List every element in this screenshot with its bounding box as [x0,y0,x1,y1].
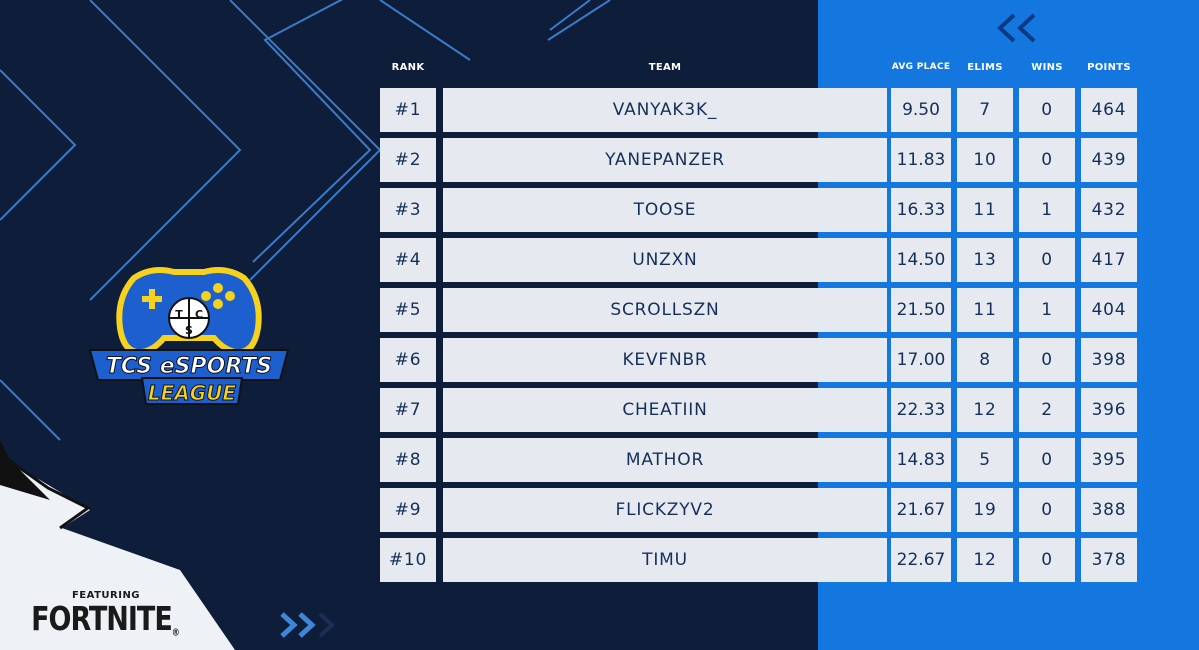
avg-place-cell: 21.50 [891,288,951,332]
rank-cell: #1 [380,88,436,132]
avg-place-cell: 21.67 [891,488,951,532]
logo-line2: LEAGUE [148,381,237,405]
bottom-left-corner-shape [0,440,235,650]
avg-place-cell: 22.67 [891,538,951,582]
wins-cell: 1 [1019,288,1075,332]
header-rank: RANK [391,62,425,73]
rank-cell: #7 [380,388,436,432]
header-elims: ELIMS [967,62,1003,73]
fortnite-logo: FORTNITE® [30,600,180,639]
points-cell: 464 [1081,88,1137,132]
avg-place-cell: 17.00 [891,338,951,382]
elims-cell: 19 [957,488,1013,532]
points-cell: 417 [1081,238,1137,282]
logo-line1: TCS eSPORTS [106,354,272,379]
points-cell: 378 [1081,538,1137,582]
table-row: #8 MATHOR 14.83 5 0 395 [380,438,1140,482]
wins-cell: 2 [1019,388,1075,432]
table-row: #5 SCROLLSZN 21.50 11 1 404 [380,288,1140,332]
points-cell: 439 [1081,138,1137,182]
team-cell: UNZXN [443,238,887,282]
table-row: #4 UNZXN 14.50 13 0 417 [380,238,1140,282]
elims-cell: 8 [957,338,1013,382]
featuring-label: FEATURING [71,590,141,601]
wins-cell: 0 [1019,338,1075,382]
wins-cell: 1 [1019,188,1075,232]
avg-place-cell: 22.33 [891,388,951,432]
wins-cell: 0 [1019,238,1075,282]
avg-place-cell: 16.33 [891,188,951,232]
elims-cell: 12 [957,538,1013,582]
elims-cell: 13 [957,238,1013,282]
rank-cell: #8 [380,438,436,482]
wins-cell: 0 [1019,488,1075,532]
logo-letter-c: C [195,308,203,321]
points-cell: 404 [1081,288,1137,332]
table-row: #7 CHEATIIN 22.33 12 2 396 [380,388,1140,432]
rank-cell: #6 [380,338,436,382]
table-row: #9 FLICKZYV2 21.67 19 0 388 [380,488,1140,532]
wins-cell: 0 [1019,438,1075,482]
logo-letter-s: S [185,324,193,337]
elims-cell: 7 [957,88,1013,132]
tcs-esports-league-logo: T C S TCS eSPORTS LEAGUE [88,267,290,406]
header-points: POINTS [1087,62,1131,73]
points-cell: 432 [1081,188,1137,232]
header-team: TEAM [648,62,682,73]
points-cell: 396 [1081,388,1137,432]
elims-cell: 10 [957,138,1013,182]
wins-cell: 0 [1019,88,1075,132]
avg-place-cell: 9.50 [891,88,951,132]
team-cell: CHEATIIN [443,388,887,432]
table-row: #6 KEVFNBR 17.00 8 0 398 [380,338,1140,382]
elims-cell: 11 [957,288,1013,332]
double-chevron-left-icon [997,13,1036,43]
elims-cell: 11 [957,188,1013,232]
team-cell: TIMU [443,538,887,582]
header-avg-place: AVG PLACE [891,62,951,72]
rank-cell: #2 [380,138,436,182]
table-row: #3 TOOSE 16.33 11 1 432 [380,188,1140,232]
double-chevron-right-icon [280,612,335,638]
team-cell: FLICKZYV2 [443,488,887,532]
rank-cell: #3 [380,188,436,232]
points-cell: 388 [1081,488,1137,532]
rank-cell: #9 [380,488,436,532]
table-row: #2 YANEPANZER 11.83 10 0 439 [380,138,1140,182]
elims-cell: 5 [957,438,1013,482]
table-row: #10 TIMU 22.67 12 0 378 [380,538,1140,582]
avg-place-cell: 14.83 [891,438,951,482]
header-wins: WINS [1031,62,1063,73]
fortnite-wordmark: FORTNITE [31,600,173,639]
team-cell: MATHOR [443,438,887,482]
team-cell: YANEPANZER [443,138,887,182]
registered-mark: ® [171,627,180,639]
rank-cell: #10 [380,538,436,582]
elims-cell: 12 [957,388,1013,432]
points-cell: 395 [1081,438,1137,482]
logo-letter-t: T [175,308,183,321]
wins-cell: 0 [1019,138,1075,182]
avg-place-cell: 11.83 [891,138,951,182]
team-cell: VANYAK3K_ [443,88,887,132]
rank-cell: #5 [380,288,436,332]
table-row: #1 VANYAK3K_ 9.50 7 0 464 [380,88,1140,132]
team-cell: KEVFNBR [443,338,887,382]
team-cell: SCROLLSZN [443,288,887,332]
avg-place-cell: 14.50 [891,238,951,282]
standings-table: #1 VANYAK3K_ 9.50 7 0 464 #2 YANEPANZER … [380,88,1140,588]
team-cell: TOOSE [443,188,887,232]
wins-cell: 0 [1019,538,1075,582]
rank-cell: #4 [380,238,436,282]
points-cell: 398 [1081,338,1137,382]
